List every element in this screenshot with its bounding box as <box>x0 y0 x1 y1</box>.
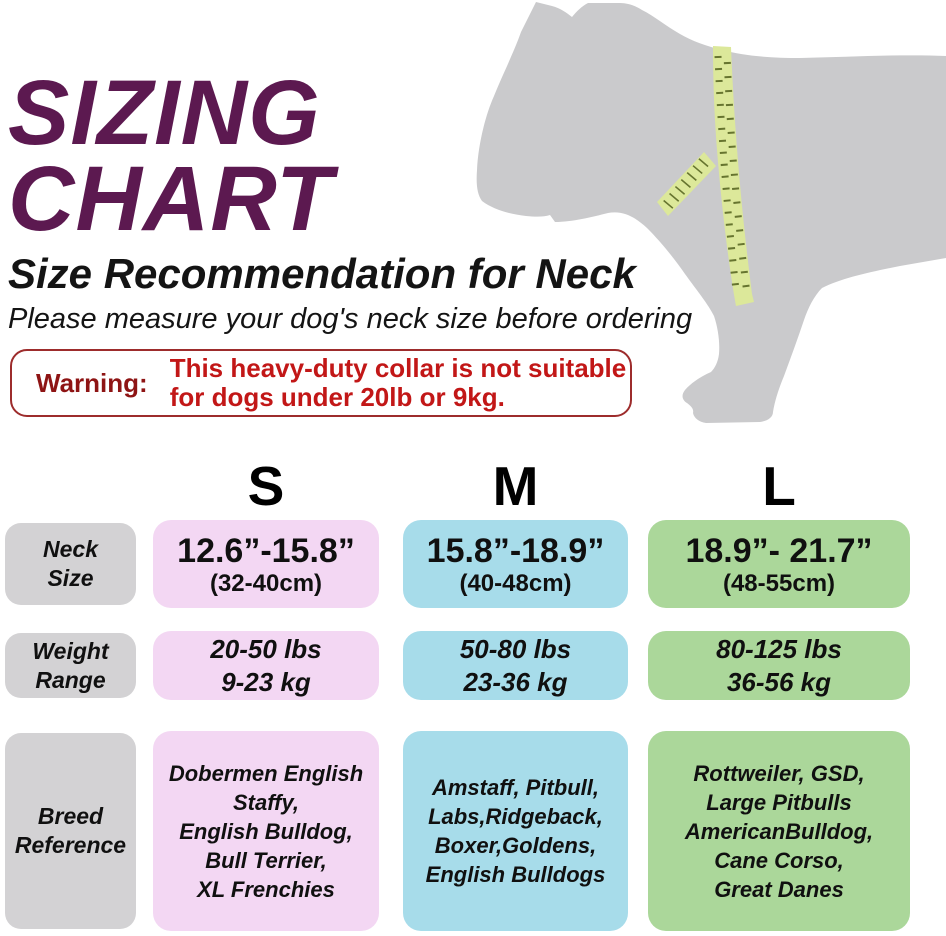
neck-size-l-inches: 18.9”- 21.7” <box>685 531 873 570</box>
neck-size-s-inches: 12.6”-15.8” <box>177 531 355 570</box>
page-title-line-2: CHART <box>8 148 334 250</box>
row-label-weight-range: Weight Range <box>5 633 136 698</box>
neck-size-s-cm: (32-40cm) <box>209 569 323 597</box>
page-title: SIZING CHART <box>8 62 334 250</box>
weight-range-s: 20-50 lbs 9-23 kg <box>210 633 322 697</box>
weight-range-cell-l: 80-125 lbs 36-56 kg <box>648 631 910 700</box>
neck-size-m-cm: (40-48cm) <box>459 569 572 597</box>
breed-reference-cell-l: Rottweiler, GSD, Large Pitbulls American… <box>648 731 910 931</box>
page-title-line-1: SIZING <box>8 62 321 164</box>
neck-size-cell-m: 15.8”-18.9” (40-48cm) <box>403 520 628 608</box>
column-header-l: L <box>762 455 796 517</box>
subtitle: Size Recommendation for Neck <box>8 250 636 297</box>
breed-reference-l: Rottweiler, GSD, Large Pitbulls American… <box>684 760 874 902</box>
warning-text: This heavy-duty collar is not suitable f… <box>169 353 627 412</box>
measuring-tape <box>657 46 754 306</box>
column-header-s: S <box>247 455 285 517</box>
neck-size-m-inches: 15.8”-18.9” <box>426 531 605 570</box>
neck-size-cell-l: 18.9”- 21.7” (48-55cm) <box>648 520 910 608</box>
measuring-tape-tick-marks <box>661 53 751 295</box>
warning-label: Warning: <box>36 367 148 398</box>
breed-reference-s: Dobermen English Staffy, English Bulldog… <box>168 760 364 902</box>
weight-range-cell-m: 50-80 lbs 23-36 kg <box>403 631 628 700</box>
weight-range-cell-s: 20-50 lbs 9-23 kg <box>153 631 379 700</box>
dog-silhouette <box>476 2 946 423</box>
warning-box: Warning: This heavy-duty collar is not s… <box>10 349 632 417</box>
row-label-neck-size: Neck Size <box>5 523 136 605</box>
weight-range-m: 50-80 lbs 23-36 kg <box>459 633 572 697</box>
neck-size-cell-s: 12.6”-15.8” (32-40cm) <box>153 520 379 608</box>
column-header-m: M <box>492 455 539 517</box>
dog-with-measuring-tape-illustration <box>476 2 946 423</box>
breed-reference-cell-m: Amstaff, Pitbull, Labs,Ridgeback, Boxer,… <box>403 731 628 931</box>
measuring-tape-chest-strap <box>713 46 754 306</box>
weight-range-l: 80-125 lbs 36-56 kg <box>716 633 842 697</box>
breed-reference-cell-s: Dobermen English Staffy, English Bulldog… <box>153 731 379 931</box>
measure-instruction: Please measure your dog's neck size befo… <box>8 303 693 335</box>
breed-reference-m: Amstaff, Pitbull, Labs,Ridgeback, Boxer,… <box>425 775 606 887</box>
neck-size-l-cm: (48-55cm) <box>722 569 836 597</box>
row-label-breed-reference: Breed Reference <box>5 733 136 929</box>
